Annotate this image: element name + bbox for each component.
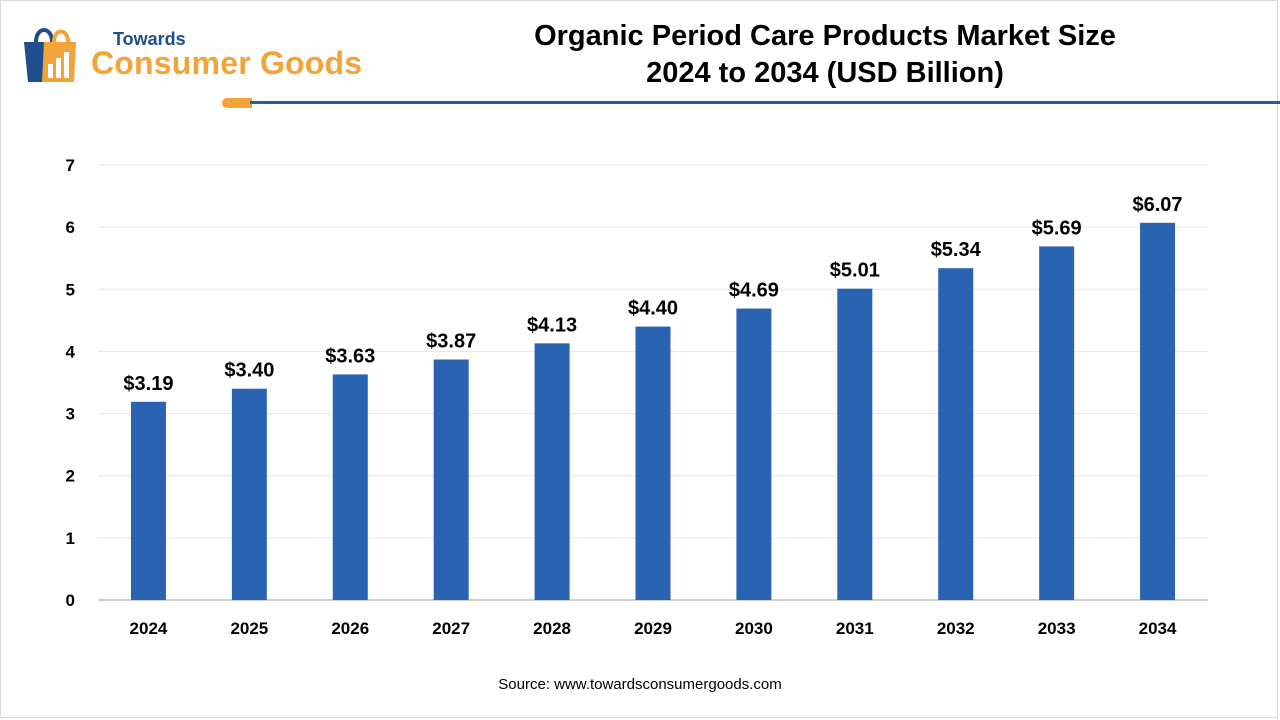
- x-tick-label: 2033: [1038, 619, 1076, 638]
- x-tick-label: 2034: [1139, 619, 1177, 638]
- logo-consumer-goods-text: Consumer Goods: [91, 45, 363, 81]
- x-tick-label: 2029: [634, 619, 672, 638]
- data-label: $4.69: [729, 280, 779, 302]
- data-label: $4.40: [628, 298, 678, 320]
- data-label: $3.40: [224, 360, 274, 382]
- y-tick-label: 2: [66, 467, 75, 486]
- header-rule-accent: [222, 98, 252, 108]
- y-tick-label: 6: [66, 218, 75, 237]
- bar: [332, 374, 368, 600]
- x-tick-label: 2031: [836, 619, 874, 638]
- x-tick-label: 2027: [432, 619, 470, 638]
- chart-title: Organic Period Care Products Market Size…: [470, 18, 1180, 92]
- data-label: $4.13: [527, 314, 577, 336]
- bar: [130, 401, 166, 600]
- x-tick-label: 2025: [230, 619, 268, 638]
- x-tick-label: 2030: [735, 619, 773, 638]
- title-line-2: 2024 to 2034 (USD Billion): [646, 57, 1004, 89]
- x-tick-label: 2026: [331, 619, 369, 638]
- y-tick-label: 4: [66, 342, 76, 361]
- bar: [433, 359, 469, 600]
- bar: [231, 388, 267, 600]
- y-tick-label: 1: [66, 529, 75, 548]
- x-tick-label: 2024: [130, 619, 168, 638]
- data-label: $5.69: [1032, 217, 1082, 239]
- brand-logo: Towards Consumer Goods: [18, 20, 368, 90]
- bar: [736, 308, 772, 600]
- bar: [1039, 246, 1075, 600]
- data-label: $5.01: [830, 260, 880, 282]
- data-label: $3.87: [426, 331, 476, 353]
- x-tick-label: 2032: [937, 619, 975, 638]
- bar: [837, 288, 873, 600]
- data-label: $3.19: [123, 373, 173, 395]
- bar: [1140, 222, 1176, 601]
- header-rule: [250, 101, 1280, 104]
- bar: [534, 343, 570, 600]
- y-tick-label: 5: [66, 280, 75, 299]
- y-tick-label: 3: [66, 405, 75, 424]
- x-tick-label: 2028: [533, 619, 571, 638]
- y-tick-label: 0: [66, 591, 75, 610]
- source-note: Source: www.towardsconsumergoods.com: [498, 676, 782, 693]
- y-tick-label: 7: [66, 156, 75, 175]
- bar: [635, 326, 671, 600]
- data-label: $6.07: [1133, 194, 1183, 216]
- bar: [938, 268, 974, 600]
- title-line-1: Organic Period Care Products Market Size: [534, 20, 1116, 52]
- logo-towards-text: Towards: [113, 29, 186, 49]
- data-label: $5.34: [931, 239, 982, 261]
- data-label: $3.63: [325, 345, 375, 367]
- shopping-bag-icon: [24, 28, 76, 82]
